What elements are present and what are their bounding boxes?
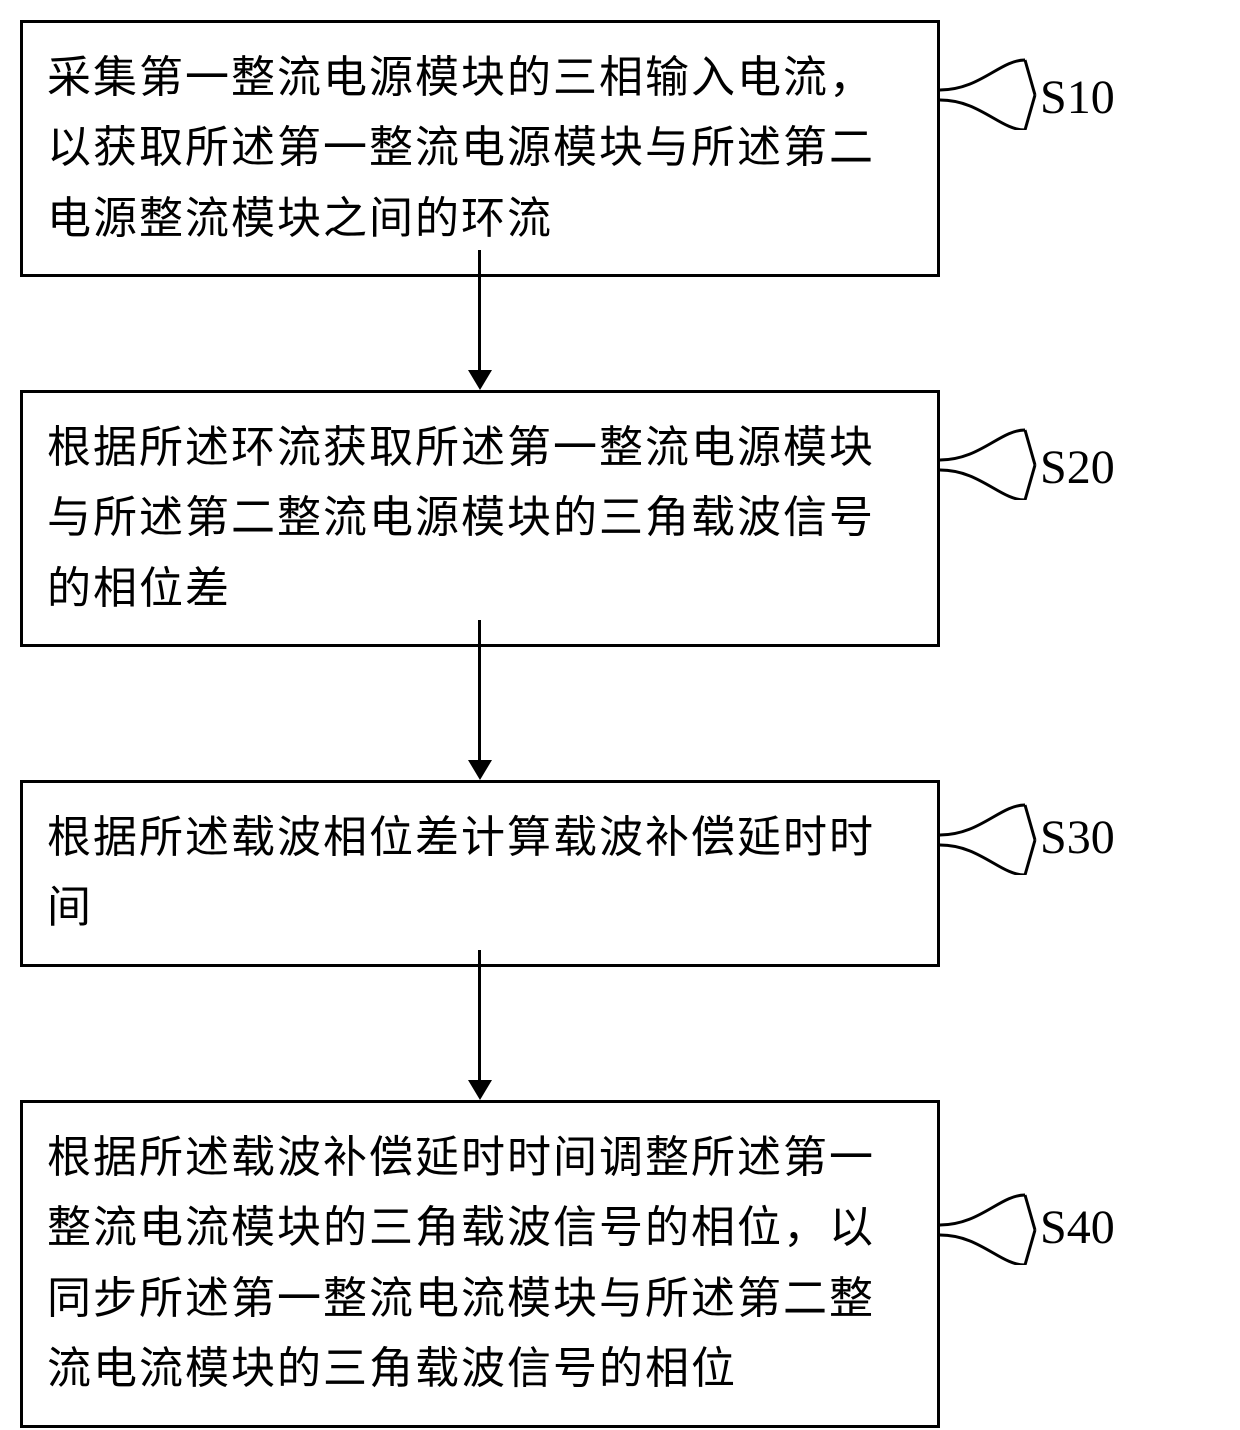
step-label-s30: S30	[1040, 810, 1115, 865]
arrow-head-1	[468, 370, 492, 390]
step-box-s40: 根据所述载波补偿延时时间调整所述第一整流电流模块的三角载波信号的相位，以同步所述…	[20, 1100, 940, 1428]
step-box-s30: 根据所述载波相位差计算载波补偿延时时间	[20, 780, 940, 967]
arrow-head-2	[468, 760, 492, 780]
step-text-s20: 根据所述环流获取所述第一整流电源模块与所述第二整流电源模块的三角载波信号的相位差	[47, 413, 913, 624]
step-label-s20: S20	[1040, 440, 1115, 495]
step-text-s10: 采集第一整流电源模块的三相输入电流，以获取所述第一整流电源模块与所述第二电源整流…	[47, 43, 913, 254]
arrow-line-3	[478, 950, 481, 1080]
arrow-head-3	[468, 1080, 492, 1100]
arrow-line-2	[478, 620, 481, 760]
step-text-s30: 根据所述载波相位差计算载波补偿延时时间	[47, 803, 913, 944]
step-label-s40: S40	[1040, 1200, 1115, 1255]
step-label-s10: S10	[1040, 70, 1115, 125]
step-box-s20: 根据所述环流获取所述第一整流电源模块与所述第二整流电源模块的三角载波信号的相位差	[20, 390, 940, 647]
arrow-line-1	[478, 250, 481, 370]
step-text-s40: 根据所述载波补偿延时时间调整所述第一整流电流模块的三角载波信号的相位，以同步所述…	[47, 1123, 913, 1405]
step-box-s10: 采集第一整流电源模块的三相输入电流，以获取所述第一整流电源模块与所述第二电源整流…	[20, 20, 940, 277]
